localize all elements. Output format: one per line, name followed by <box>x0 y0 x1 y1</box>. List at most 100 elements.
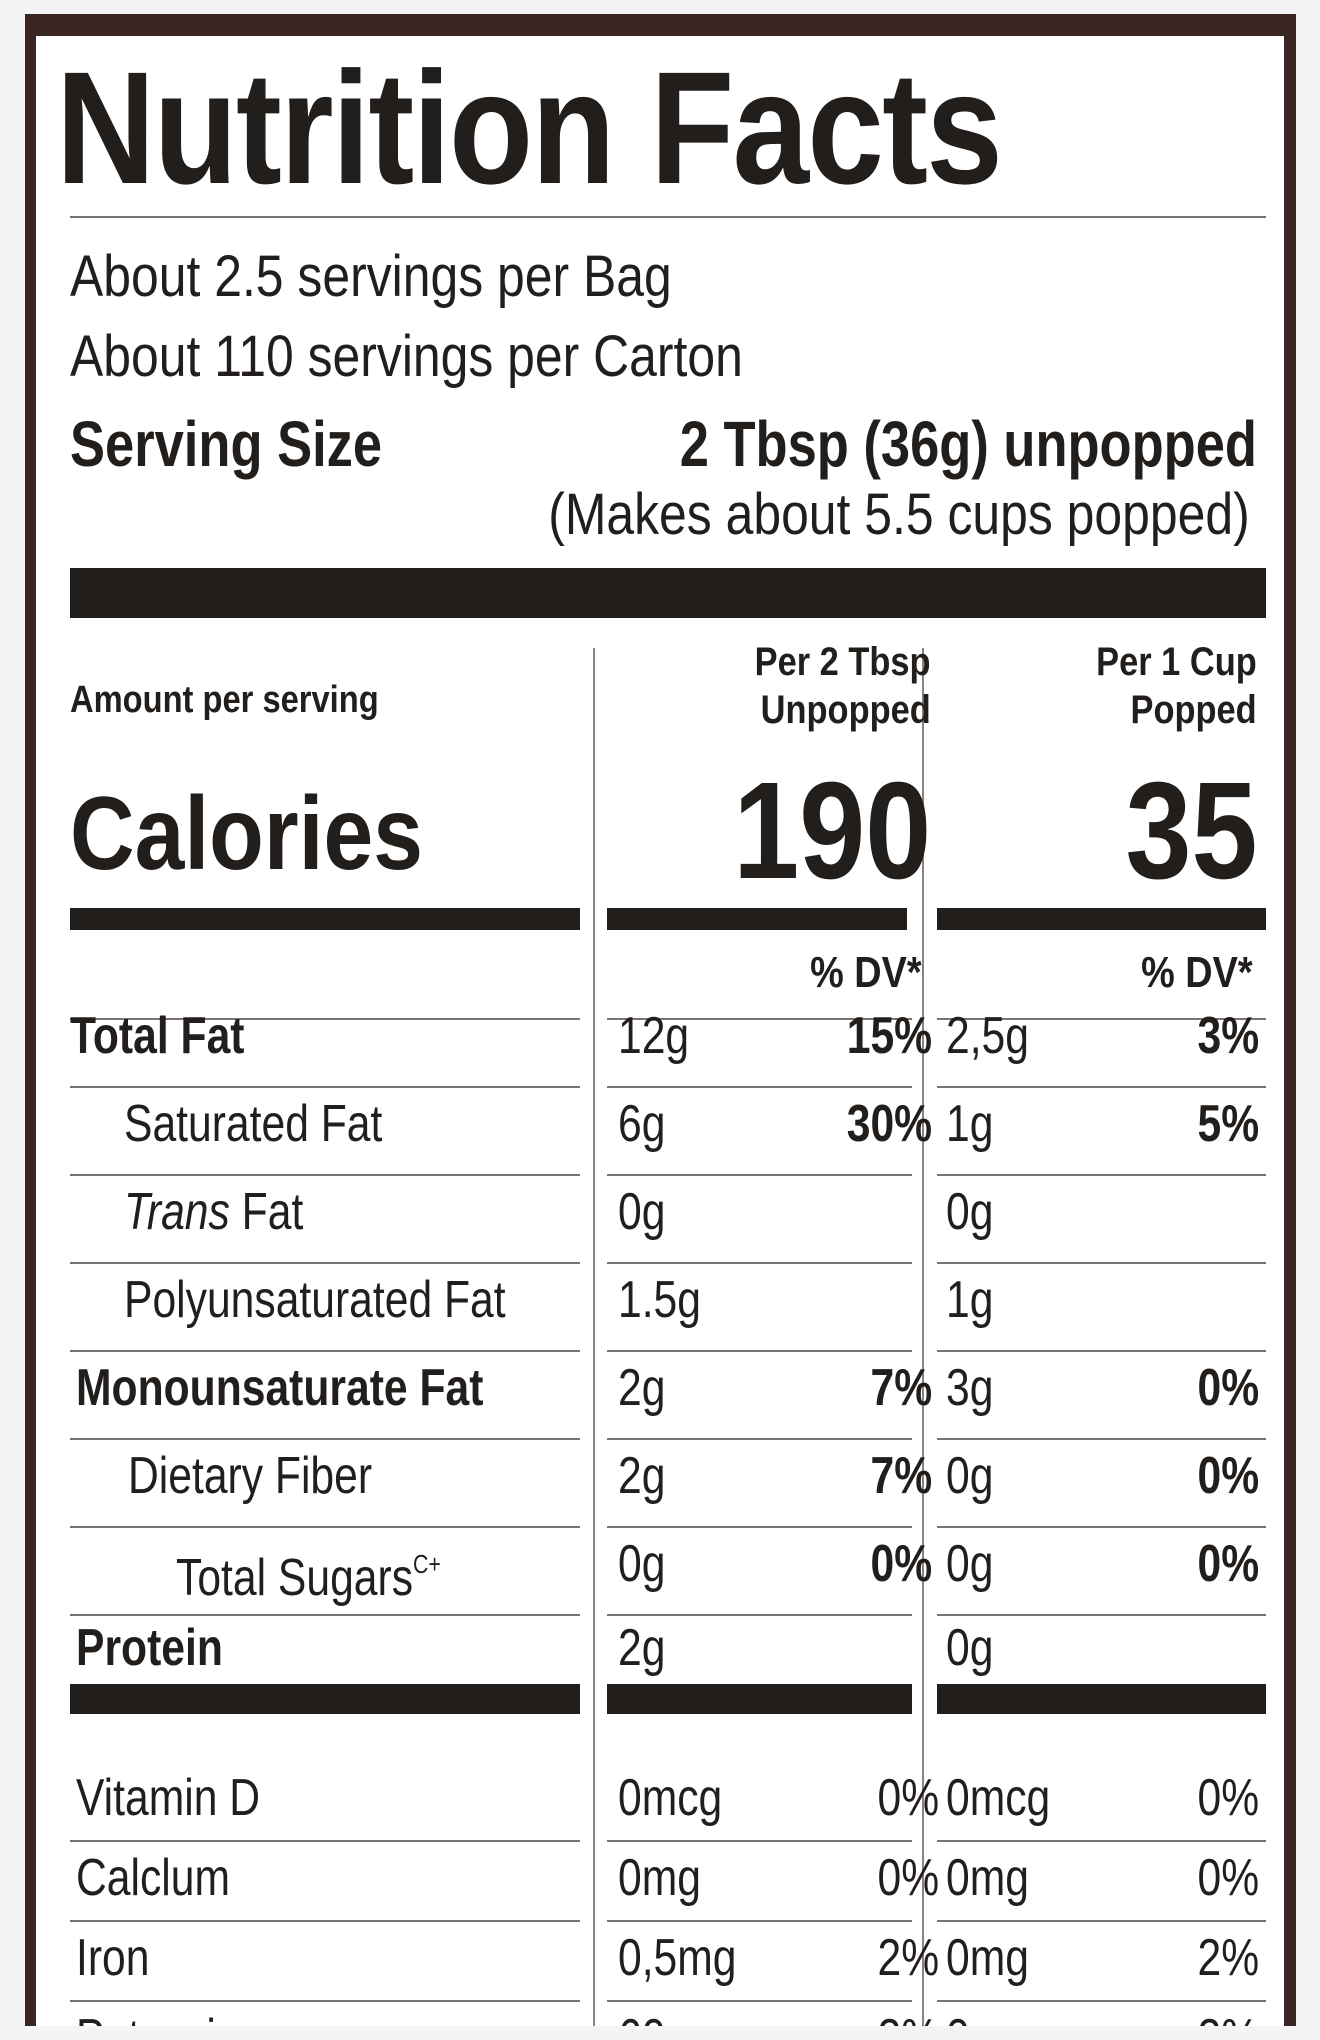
label-title: Nutrition Facts <box>56 38 1003 217</box>
row-divider-2 <box>937 1350 1266 1352</box>
vitamin-amount-col1: 0mcg <box>618 1769 723 1827</box>
nutrition-label: Nutrition Facts About 2.5 servings per B… <box>36 36 1284 2026</box>
row-divider-2 <box>937 1438 1266 1440</box>
row-divider-1 <box>607 1438 912 1440</box>
row-divider-1 <box>607 1526 912 1528</box>
nutrient-name: Monounsaturate Fat <box>76 1359 484 1417</box>
row-divider-2 <box>937 1174 1266 1176</box>
vitamin-divider-2 <box>937 1840 1266 1842</box>
vitamin-divider-0 <box>70 1840 580 1842</box>
dv-col1: 15% <box>846 1007 932 1065</box>
calories-col2: 35 <box>1124 754 1257 908</box>
nutrient-name: Saturated Fat <box>124 1095 383 1153</box>
row-divider-0 <box>70 1614 580 1616</box>
vitamin-dv-col2: 0% <box>1197 1769 1259 1827</box>
vitamin-amount-col2: 0mg <box>946 1849 1029 1907</box>
amount-col2: 3g <box>946 1359 994 1417</box>
vitamin-amount-col1: 60mg <box>618 2006 748 2026</box>
row-divider-1 <box>607 1174 912 1176</box>
vitamin-dv-col1: 2% <box>877 1929 939 1987</box>
vitamin-divider-2 <box>937 1920 1266 1922</box>
row-divider-0 <box>70 1262 580 1264</box>
vitamin-amount-col2: 0mcg <box>946 1769 1051 1827</box>
calories-bar-col2 <box>937 908 1266 930</box>
amount-col1: 0g <box>618 1535 666 1593</box>
servings-per-bag: About 2.5 servings per Bag <box>70 244 672 309</box>
row-divider-1 <box>607 1262 912 1264</box>
vitamin-divider-0 <box>70 1920 580 1922</box>
nutrient-name: Protein <box>76 1619 223 1677</box>
vitamin-amount-col1: 0mg <box>618 1849 701 1907</box>
row-divider-1 <box>607 1614 912 1616</box>
vitamin-amount-col2: 0mg <box>946 2006 1047 2026</box>
vitamin-dv-col2: 2% <box>1184 2006 1259 2026</box>
vitamin-bar-col2 <box>937 1684 1266 1714</box>
serving-size-value: 2 Tbsp (36g) unpopped <box>679 408 1257 480</box>
amount-col2: 0g <box>946 1619 994 1677</box>
vitamin-name: Calclum <box>76 1849 231 1907</box>
row-divider-top-2 <box>937 1018 1266 1020</box>
col1-header-line1: Per 2 Tbsp <box>755 640 931 684</box>
vitamin-divider-2 <box>937 2000 1266 2002</box>
amount-col2: 1g <box>946 1271 994 1329</box>
vitamin-name: Vitamin D <box>76 1769 261 1827</box>
vitamin-bar-col1 <box>607 1684 912 1714</box>
amount-col1: 1.5g <box>618 1271 701 1329</box>
row-divider-0 <box>70 1526 580 1528</box>
vitamin-divider-1 <box>607 1920 912 1922</box>
dv-col2: 3% <box>1197 1007 1259 1065</box>
vitamin-name: Iron <box>76 1929 150 1987</box>
title-divider <box>70 216 1266 218</box>
dv-col2: 0% <box>1197 1359 1259 1417</box>
row-divider-2 <box>937 1262 1266 1264</box>
row-divider-2 <box>937 1086 1266 1088</box>
label-frame: Nutrition Facts About 2.5 servings per B… <box>25 14 1296 2026</box>
dv-col2: 0% <box>1197 1447 1259 1505</box>
row-divider-0 <box>70 1438 580 1440</box>
row-divider-0 <box>70 1350 580 1352</box>
amount-per-serving: Amount per serving <box>70 679 379 721</box>
amount-col2: 0g <box>946 1447 994 1505</box>
calories-label: Calories <box>70 776 423 892</box>
calories-bar-col1 <box>607 908 907 930</box>
row-divider-0 <box>70 1174 580 1176</box>
nutrient-name: Total SugarsC+ <box>176 1549 441 1607</box>
vitamin-dv-col1: 0% <box>877 1849 939 1907</box>
nutrient-name: Trans Fat <box>124 1183 304 1241</box>
vitamin-dv-col1: 0% <box>877 1769 939 1827</box>
row-divider-2 <box>937 1614 1266 1616</box>
amount-col1: 2g <box>618 1447 666 1505</box>
vitamin-amount-col1: 0,5mg <box>618 1929 737 1987</box>
vitamin-bar-label <box>70 1684 580 1714</box>
row-divider-0 <box>70 1086 580 1088</box>
vitamin-dv-col2: 0% <box>1197 1849 1259 1907</box>
calories-col1: 190 <box>732 754 931 908</box>
nutrient-name: Dietary Fiber <box>128 1447 373 1505</box>
amount-col2: 0g <box>946 1183 994 1241</box>
row-divider-top-0 <box>70 1018 580 1020</box>
dv-col2: 0% <box>1197 1535 1259 1593</box>
vitamin-divider-0 <box>70 2000 580 2002</box>
amount-col2: 0g <box>946 1535 994 1593</box>
amount-col2: 1g <box>946 1095 994 1153</box>
servings-per-carton: About 110 servings per Carton <box>70 324 743 389</box>
amount-col1: 12g <box>618 1007 690 1065</box>
col1-header-line2: Unpopped <box>760 688 931 732</box>
amount-col1: 2g <box>618 1619 666 1677</box>
row-divider-2 <box>937 1526 1266 1528</box>
serving-size-label: Serving Size <box>70 408 383 480</box>
dv-col1: 30% <box>846 1095 932 1153</box>
dv-col1: 0% <box>870 1535 932 1593</box>
col2-header-line1: Per 1 Cup <box>1096 640 1257 684</box>
column-divider-1 <box>593 648 595 2026</box>
dv-header-col1: % DV* <box>810 948 922 997</box>
dv-header-col2: % DV* <box>1141 948 1253 997</box>
vitamin-amount-col2: 0mg <box>946 1929 1029 1987</box>
vitamin-divider-1 <box>607 2000 912 2002</box>
col2-header-line2: Popped <box>1130 688 1257 732</box>
vitamin-dv-col1: 2% <box>864 2006 939 2026</box>
vitamin-divider-1 <box>607 1840 912 1842</box>
row-divider-1 <box>607 1086 912 1088</box>
row-divider-1 <box>607 1350 912 1352</box>
amount-col1: 0g <box>618 1183 666 1241</box>
